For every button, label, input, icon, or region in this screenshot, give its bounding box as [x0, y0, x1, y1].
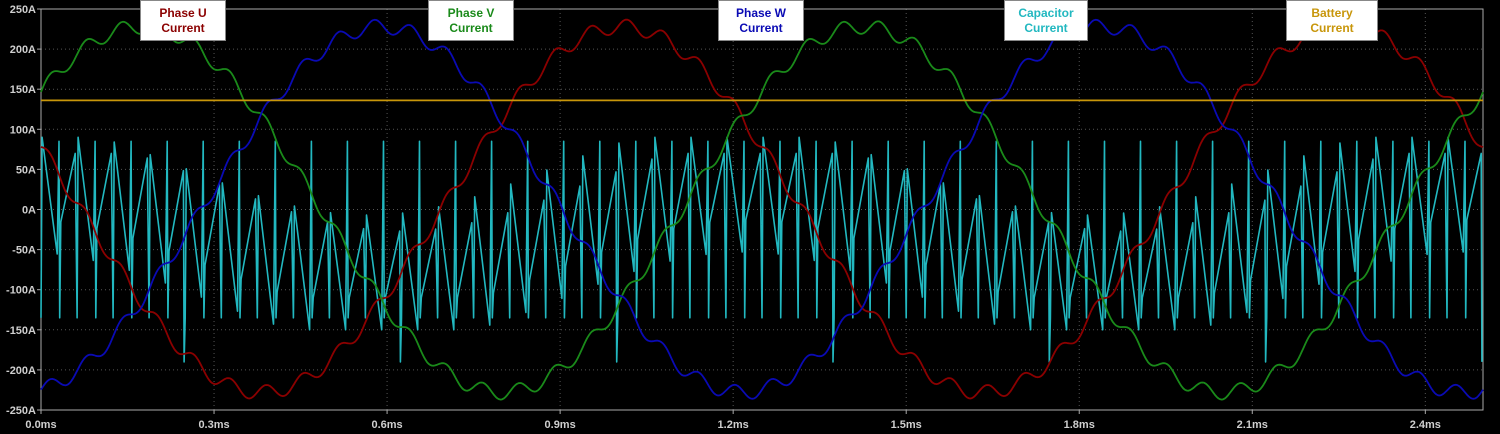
x-tick-label: 0.6ms: [371, 419, 402, 431]
y-tick-label: 50A: [16, 164, 36, 176]
y-tick-label: 150A: [10, 84, 36, 96]
legend-label: Current: [739, 21, 783, 35]
x-tick-label: 0.3ms: [198, 419, 229, 431]
x-tick-label: 0.0ms: [25, 419, 56, 431]
legend-item-phase-u-current: Phase U Current: [140, 0, 226, 41]
y-tick-label: 200A: [10, 44, 36, 56]
phase-v-current-line: [40, 20, 1484, 401]
x-tick-label: 0.9ms: [545, 419, 576, 431]
series-layer: [40, 18, 1484, 401]
legend-label: Phase V: [447, 6, 495, 20]
legend-label: Current: [161, 21, 205, 35]
y-tick-label: -200A: [6, 365, 36, 377]
phase-u-current-line: [40, 18, 1484, 400]
legend-label: Capacitor: [1018, 6, 1074, 20]
legend-label: Current: [449, 21, 493, 35]
phase-w-current-line: [40, 18, 1484, 400]
legend-label: Current: [1024, 21, 1068, 35]
capacitor-current-line: [40, 136, 1483, 363]
y-tick-label: -250A: [6, 405, 36, 417]
x-tick-label: 2.1ms: [1237, 419, 1268, 431]
y-tick-label: 250A: [10, 4, 36, 16]
tick-labels: 250A 200A 150A 100A 50A 0A -50A -100A -150A -200A…: [6, 4, 1441, 431]
x-tick-label: 2.4ms: [1410, 419, 1441, 431]
y-tick-label: -150A: [6, 325, 36, 337]
y-tick-label: -50A: [12, 245, 36, 257]
legend-item-battery-current: Battery Current: [1286, 0, 1378, 41]
x-tick-label: 1.5ms: [891, 419, 922, 431]
legend-label: Phase W: [735, 6, 786, 20]
legend-item-phase-v-current: Phase V Current: [428, 0, 514, 41]
legend-item-capacitor-current: Capacitor Current: [1004, 0, 1088, 41]
legend-label: Phase U: [159, 6, 207, 20]
x-tick-label: 1.2ms: [718, 419, 749, 431]
legend-label: Battery: [1311, 6, 1353, 20]
legend-label: Current: [1310, 21, 1354, 35]
y-tick-label: 0A: [22, 205, 36, 217]
y-tick-label: 100A: [10, 124, 36, 136]
y-tick-label: -100A: [6, 285, 36, 297]
x-tick-label: 1.8ms: [1064, 419, 1095, 431]
legend-item-phase-w-current: Phase W Current: [718, 0, 804, 41]
